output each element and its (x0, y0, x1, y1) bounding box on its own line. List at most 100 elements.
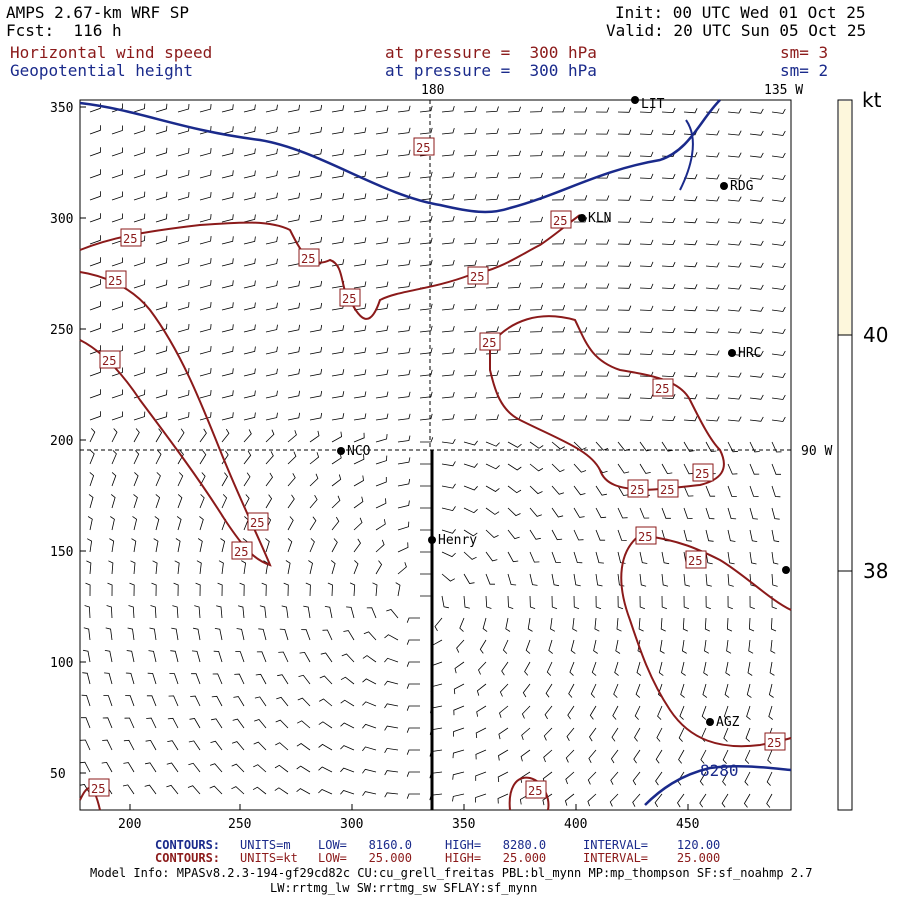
wind-barb (463, 348, 477, 355)
y-tick-label: 150 (50, 545, 73, 560)
wind-barb (617, 217, 632, 223)
wind-barb (89, 428, 96, 443)
wind-barb (705, 595, 711, 610)
wind-barb (749, 416, 764, 422)
wind-barb (705, 573, 712, 587)
wind-barb (507, 304, 521, 311)
wind-barb (507, 172, 521, 179)
wind-barb (661, 239, 676, 246)
wind-barb (102, 717, 113, 729)
wind-barb (362, 723, 377, 729)
wind-barb (199, 170, 212, 179)
wind-barb (661, 507, 671, 519)
wind-barb (595, 173, 610, 179)
wind-barb (406, 771, 420, 777)
wind-barb (617, 393, 632, 399)
wind-barb (89, 367, 101, 377)
wind-barb (463, 370, 477, 377)
wind-barb (309, 170, 323, 179)
wind-barb (397, 369, 411, 377)
wind-barb (353, 303, 367, 311)
wind-barb (661, 371, 676, 378)
wind-barb (213, 650, 223, 663)
wind-barb (419, 303, 433, 311)
wind-barb (89, 389, 101, 399)
wind-barb (309, 346, 323, 355)
wind-barb (574, 173, 588, 179)
wind-barb (658, 661, 664, 676)
wind-barb (87, 516, 93, 531)
wind-barb (397, 215, 411, 223)
station-kln-label: KLN (588, 211, 611, 226)
wind-barb (441, 461, 456, 467)
contour-label-box (692, 463, 714, 482)
model-info: Model Info: MPASv8.2.3-194-gf29cd82c CU:… (90, 866, 813, 880)
wind-barb (221, 368, 234, 377)
wind-barb (375, 303, 389, 311)
wind-barb (187, 785, 201, 795)
wind-barb (769, 661, 775, 676)
wind-barb (595, 327, 610, 333)
wind-barb (331, 237, 345, 245)
wind-barb (419, 127, 433, 135)
y-tick-label: 100 (50, 656, 73, 671)
wind-barb (88, 494, 94, 509)
wind-barb (155, 345, 168, 355)
wind-barb (595, 283, 610, 289)
wind-barb (343, 630, 355, 641)
station-agz-dot (706, 718, 714, 726)
wind-barb (79, 784, 91, 795)
contour-label-box (231, 541, 253, 560)
wind-barb (375, 539, 385, 553)
wind-barb (544, 705, 553, 720)
wind-barb (331, 171, 345, 179)
wind-barb (419, 391, 433, 399)
meridian-label-90w: 90 W (801, 444, 832, 459)
wind-barb (265, 236, 278, 245)
wind-barb (723, 705, 729, 720)
wind-barb (123, 739, 135, 751)
wind-barb (723, 727, 729, 742)
wind-barb (590, 683, 597, 698)
wind-barb (454, 661, 465, 674)
footer-wind-title: CONTOURS: (155, 851, 221, 865)
wind-barb (617, 349, 632, 355)
wind-barb (384, 725, 399, 731)
wind-barb (661, 173, 676, 180)
wind-barb (727, 284, 742, 290)
wind-barb (375, 560, 383, 575)
wind-barb (678, 727, 685, 742)
wind-barb (639, 129, 654, 135)
wind-barb (169, 673, 179, 685)
wind-barb (375, 498, 387, 509)
wind-barb (551, 238, 566, 245)
wind-barb (331, 215, 345, 223)
wind-barb (749, 372, 764, 378)
wind-barb (243, 302, 256, 311)
wind-barb (397, 171, 411, 179)
wind-barb (499, 683, 509, 697)
wind-barb (551, 392, 566, 399)
wind-barb (287, 473, 296, 487)
wind-barb (221, 192, 234, 201)
wind-barb (362, 678, 377, 685)
wind-barb (475, 727, 487, 739)
wind-barb (177, 323, 190, 333)
wind-barb (254, 719, 267, 729)
wind-barb (133, 472, 139, 487)
wind-barb (111, 125, 123, 135)
wind-barb (319, 675, 333, 685)
wind-barb (771, 306, 786, 312)
wind-barb (705, 416, 720, 422)
station-hrc-dot (728, 349, 736, 357)
wind-barb (661, 195, 676, 202)
wind-barb (617, 551, 626, 564)
wind-barb (375, 237, 389, 245)
wind-barb (727, 595, 733, 610)
wind-barb (406, 793, 420, 799)
wind-barb (221, 258, 234, 267)
field1-name: Horizontal wind speed (10, 43, 213, 62)
wind-barb (130, 560, 136, 575)
contour-label-text: 25 (301, 252, 315, 266)
wind-barb (529, 326, 543, 333)
